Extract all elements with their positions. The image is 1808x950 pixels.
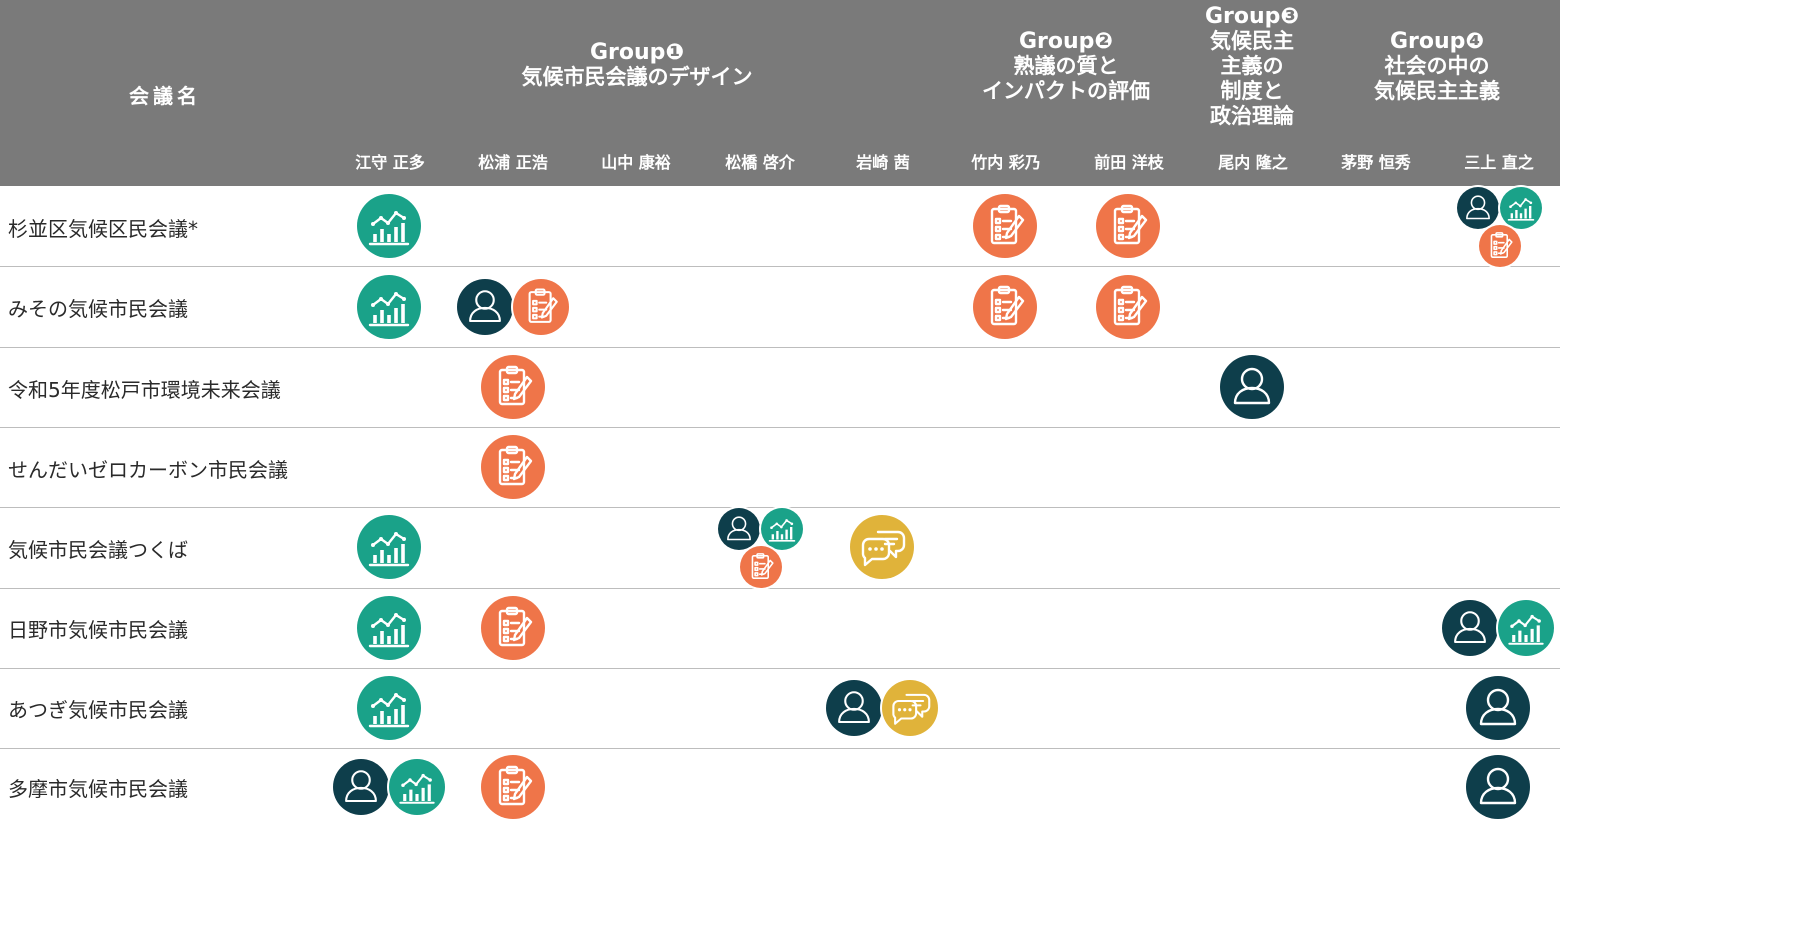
clipboard-icon <box>481 435 545 499</box>
conference-name-header: 会議名 <box>129 84 201 108</box>
member-header: 江守 正多 <box>355 153 425 172</box>
member-header: 松浦 正浩 <box>478 153 548 172</box>
person-icon <box>1457 187 1499 229</box>
group-2-subtitle-line1: 熟議の質と <box>1013 54 1119 78</box>
row-name: 日野市気候市民会議 <box>8 618 188 642</box>
clipboard-icon <box>1479 225 1521 267</box>
group-2-header: Group❷ 熟議の質と インパクトの評価 <box>966 29 1166 104</box>
chart-icon <box>357 275 421 339</box>
clipboard-icon <box>481 596 545 660</box>
row-divider <box>0 427 1560 428</box>
group-1-subtitle: 気候市民会議のデザイン <box>521 65 753 89</box>
group-3-title: Group❸ <box>1204 4 1300 29</box>
person-icon <box>333 759 389 815</box>
person-icon <box>718 508 760 550</box>
group-3-header: Group❸ 気候民主 主義の 制度と 政治理論 <box>1192 4 1312 129</box>
row-divider <box>0 588 1560 589</box>
chart-icon <box>357 194 421 258</box>
chat-icon <box>882 680 938 736</box>
group-4-title: Group❹ <box>1389 29 1485 54</box>
group-2-title: Group❷ <box>1018 29 1114 54</box>
member-header: 岩崎 茜 <box>856 153 910 172</box>
group-1-title: Group❶ <box>589 40 685 65</box>
clipboard-icon <box>973 194 1037 258</box>
chart-icon <box>357 515 421 579</box>
row-divider <box>0 668 1560 669</box>
person-icon <box>457 279 513 335</box>
member-header: 竹内 彩乃 <box>971 153 1041 172</box>
group-4-subtitle-line1: 社会の中の <box>1384 54 1490 78</box>
clipboard-icon <box>1096 194 1160 258</box>
chart-icon <box>357 676 421 740</box>
group-2-subtitle-line2: インパクトの評価 <box>982 79 1150 103</box>
chart-icon <box>761 508 803 550</box>
clipboard-icon <box>740 546 782 588</box>
member-header: 松橋 啓介 <box>725 153 795 172</box>
member-header: 前田 洋枝 <box>1094 153 1164 172</box>
row-name: あつぎ気候市民会議 <box>8 698 188 722</box>
group-3-subtitle-line1: 気候民主 <box>1210 29 1294 53</box>
member-header: 尾内 隆之 <box>1218 153 1288 172</box>
person-icon <box>1220 355 1284 419</box>
chat-icon <box>850 515 914 579</box>
row-divider <box>0 266 1560 267</box>
clipboard-icon <box>973 275 1037 339</box>
group-1-header: Group❶ 気候市民会議のデザイン <box>512 40 762 90</box>
member-header: 三上 直之 <box>1464 153 1534 172</box>
person-icon <box>1466 676 1530 740</box>
clipboard-icon <box>481 755 545 819</box>
row-divider <box>0 507 1560 508</box>
row-name: みその気候市民会議 <box>8 297 188 321</box>
row-name: 杉並区気候区民会議* <box>8 217 198 241</box>
group-3-subtitle-line3: 制度と <box>1220 79 1284 103</box>
clipboard-icon <box>1096 275 1160 339</box>
row-divider <box>0 748 1560 749</box>
member-header: 山中 康裕 <box>601 153 671 172</box>
row-name: せんだいゼロカーボン市民会議 <box>8 458 288 482</box>
row-divider <box>0 347 1560 348</box>
chart-icon <box>1500 187 1542 229</box>
row-name: 多摩市気候市民会議 <box>8 777 188 801</box>
group-3-subtitle-line2: 主義の <box>1220 54 1284 78</box>
group-4-header: Group❹ 社会の中の 気候民主主義 <box>1357 29 1517 104</box>
row-name: 令和5年度松戸市環境未来会議 <box>8 378 281 402</box>
row-name: 気候市民会議つくば <box>8 538 188 562</box>
group-3-subtitle-line4: 政治理論 <box>1210 104 1294 128</box>
clipboard-icon <box>513 279 569 335</box>
clipboard-icon <box>481 355 545 419</box>
chart-icon <box>389 759 445 815</box>
member-header: 茅野 恒秀 <box>1341 153 1411 172</box>
person-icon <box>1466 755 1530 819</box>
person-icon <box>1442 600 1498 656</box>
chart-icon <box>357 596 421 660</box>
person-icon <box>826 680 882 736</box>
table-header <box>0 0 1560 186</box>
group-4-subtitle-line2: 気候民主主義 <box>1374 79 1500 103</box>
chart-icon <box>1498 600 1554 656</box>
